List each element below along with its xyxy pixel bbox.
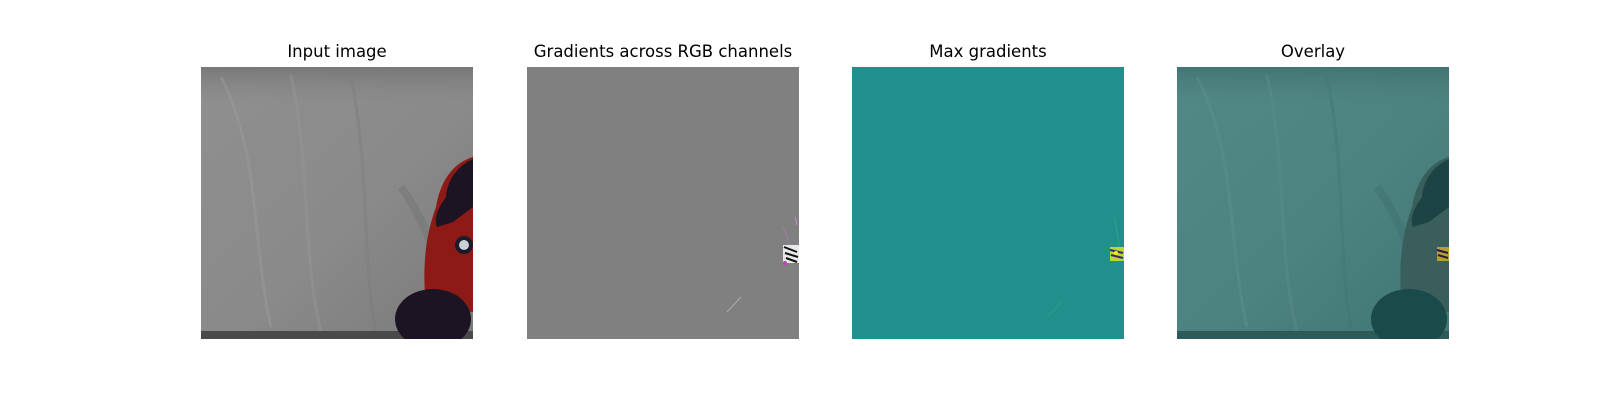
- panel-title: Overlay: [1280, 42, 1346, 61]
- panel-title: Max gradients: [929, 42, 1047, 61]
- panel-max-gradients: Max gradients: [852, 0, 1124, 400]
- panel-gradients-rgb: Gradients across RGB channels: [527, 0, 799, 400]
- input-image: [201, 67, 473, 339]
- max-gradients-image: [852, 67, 1124, 339]
- gradients-rgb-image: [527, 67, 799, 339]
- panel-input-image: Input image: [201, 0, 473, 400]
- panel-title: Input image: [287, 42, 387, 61]
- panel-title: Gradients across RGB channels: [533, 42, 793, 61]
- overlay-image: [1177, 67, 1449, 339]
- panel-overlay: Overlay: [1177, 0, 1449, 400]
